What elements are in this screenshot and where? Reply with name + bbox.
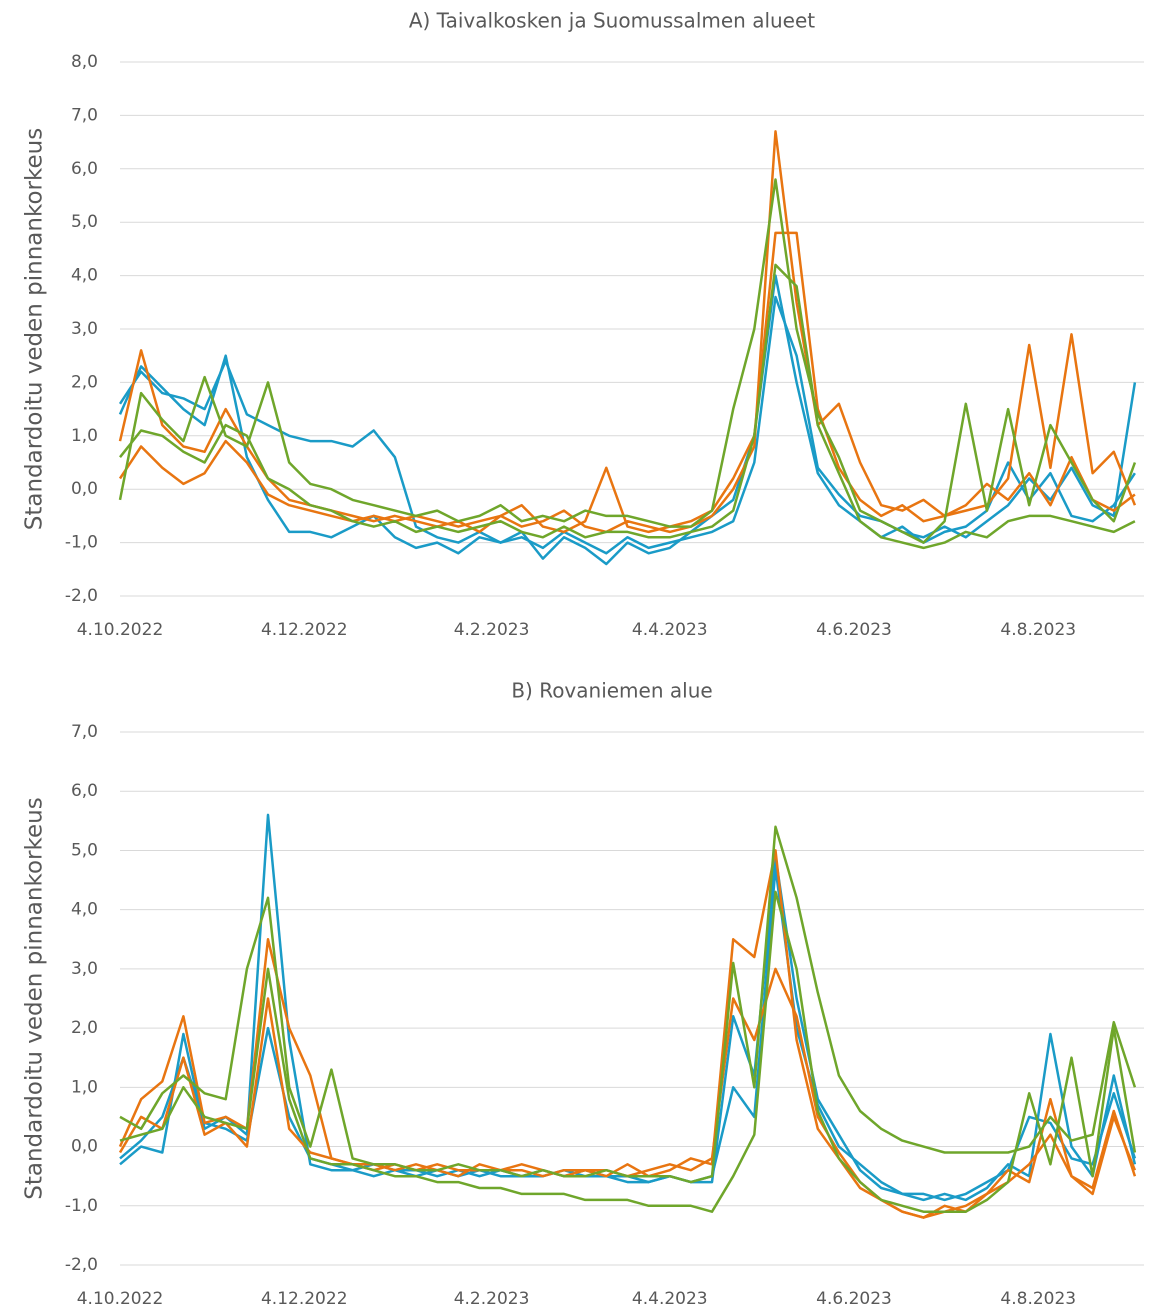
x-tick-label: 4.4.2023: [632, 1289, 708, 1309]
data-line: [118, 849, 1137, 1219]
y-tick-label: -2,0: [65, 1255, 98, 1275]
y-axis-title: Standardoitu veden pinnankorkeus: [22, 797, 48, 1199]
y-tick-label: 6,0: [71, 159, 98, 179]
y-tick-label: 7,0: [71, 722, 98, 742]
y-tick-label: 0,0: [71, 1137, 98, 1157]
x-tick-label: 4.12.2022: [261, 1289, 348, 1309]
x-tick-label: 4.10.2022: [77, 620, 164, 640]
chart-title: B) Rovaniemen alue: [511, 679, 712, 703]
data-line: [119, 263, 1136, 550]
chart-title: A) Taivalkosken ja Suomussalmen alueet: [409, 9, 815, 33]
y-tick-label: 2,0: [71, 372, 98, 392]
x-tick-label: 4.8.2023: [1000, 620, 1076, 640]
data-line: [118, 130, 1137, 534]
y-tick-label: 4,0: [71, 900, 98, 920]
y-tick-label: 4,0: [71, 266, 98, 286]
y-tick-label: 8,0: [71, 52, 98, 72]
y-tick-label: 7,0: [71, 105, 98, 125]
x-tick-label: 4.8.2023: [1000, 1289, 1076, 1309]
y-axis-title: Standardoitu veden pinnankorkeus: [22, 128, 48, 530]
y-tick-label: 5,0: [71, 212, 98, 232]
x-tick-label: 4.4.2023: [632, 620, 708, 640]
y-tick-label: 6,0: [71, 781, 98, 801]
x-tick-label: 4.6.2023: [816, 1289, 892, 1309]
y-tick-label: 1,0: [71, 1077, 98, 1097]
y-tick-label: 5,0: [71, 840, 98, 860]
data-line: [118, 967, 1137, 1219]
x-tick-label: 4.12.2022: [261, 620, 348, 640]
data-line: [119, 813, 1137, 1202]
x-tick-label: 4.10.2022: [77, 1289, 164, 1309]
data-line: [118, 274, 1136, 566]
x-tick-label: 4.6.2023: [816, 620, 892, 640]
y-tick-label: 0,0: [71, 479, 98, 499]
data-line: [119, 890, 1137, 1213]
y-tick-label: 3,0: [71, 319, 98, 339]
y-tick-label: -1,0: [65, 1196, 98, 1216]
data-line: [118, 231, 1136, 534]
data-line: [118, 178, 1137, 544]
x-tick-label: 4.2.2023: [454, 1289, 530, 1309]
y-tick-label: -1,0: [65, 533, 98, 553]
x-tick-label: 4.2.2023: [454, 620, 530, 640]
y-tick-label: 2,0: [71, 1018, 98, 1038]
data-line: [118, 295, 1137, 555]
data-line: [119, 825, 1137, 1184]
y-tick-label: 3,0: [71, 959, 98, 979]
y-tick-label: -2,0: [65, 586, 98, 606]
data-line: [119, 866, 1137, 1202]
y-tick-label: 1,0: [71, 426, 98, 446]
